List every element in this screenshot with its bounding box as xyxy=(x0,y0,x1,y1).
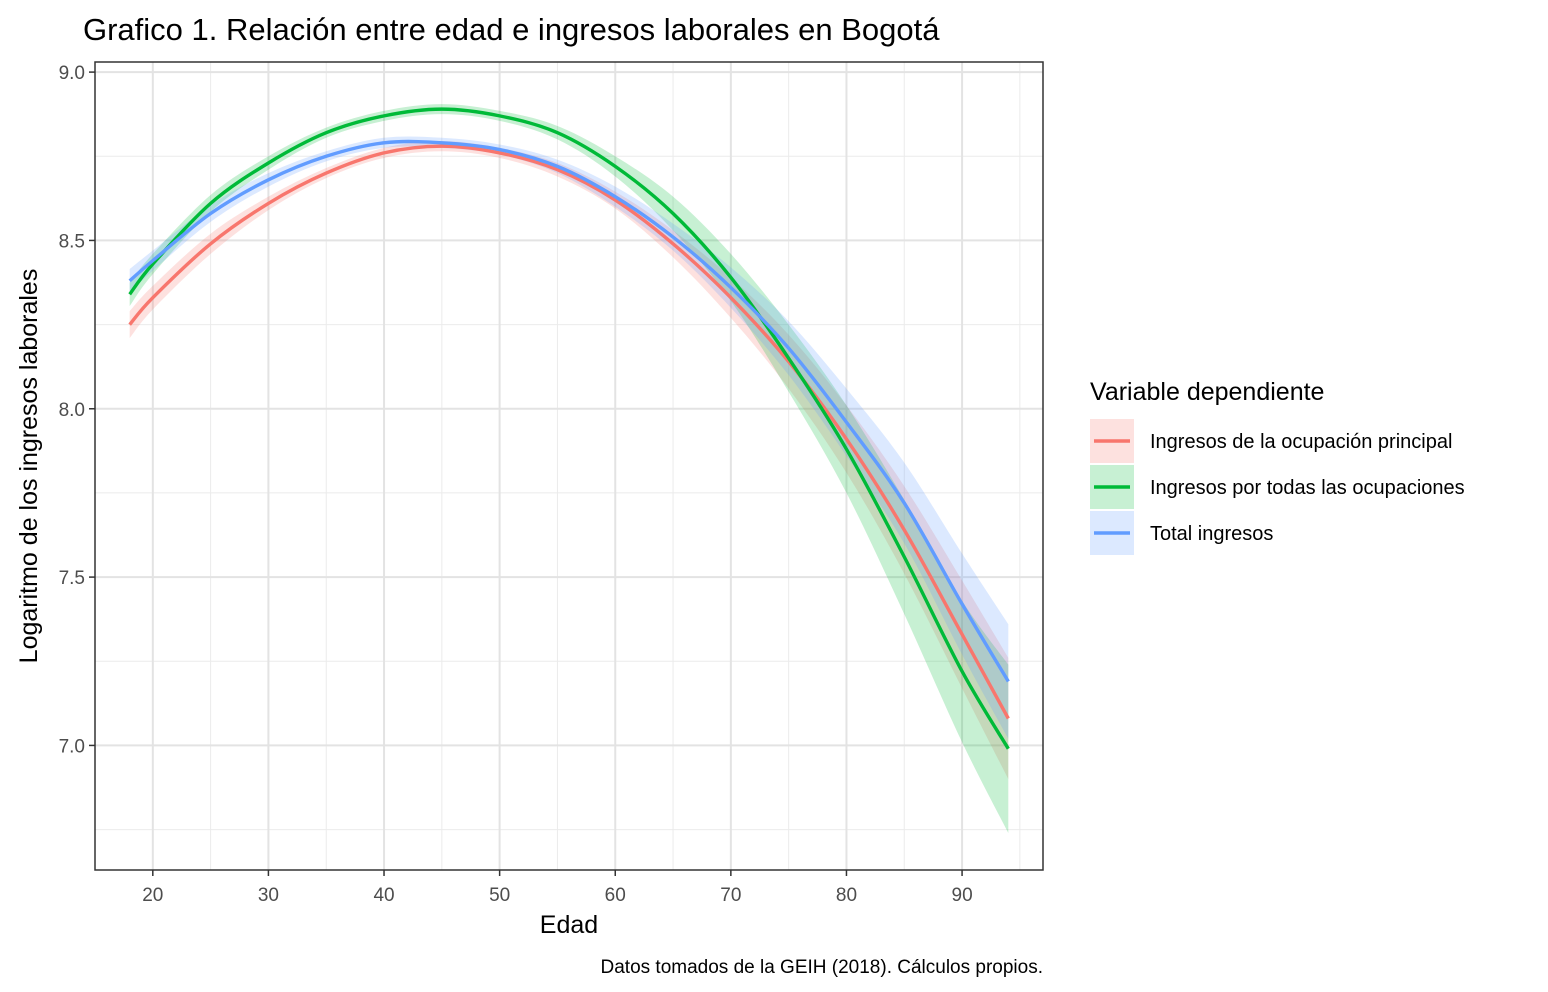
legend-title: Variable dependiente xyxy=(1090,378,1324,406)
x-axis-title: Edad xyxy=(540,911,598,939)
legend-label: Total ingresos xyxy=(1150,523,1273,545)
x-tick-label: 60 xyxy=(605,885,626,906)
plot-border xyxy=(94,61,1044,871)
x-tick-label: 90 xyxy=(952,885,973,906)
y-tick-label: 7.5 xyxy=(59,568,85,589)
chart-caption: Datos tomados de la GEIH (2018). Cálculo… xyxy=(601,957,1044,978)
plot-background xyxy=(95,62,1043,870)
y-tick-label: 8.0 xyxy=(59,400,85,421)
chart-title: Grafico 1. Relación entre edad e ingreso… xyxy=(83,12,940,47)
legend-item-ingresos-de-la-ocupacion-principal: Ingresos de la ocupación principal xyxy=(1090,419,1452,463)
series-line-total-ingresos xyxy=(128,139,1010,683)
legend-label: Ingresos por todas las ocupaciones xyxy=(1150,477,1465,499)
x-tick-label: 70 xyxy=(720,885,741,906)
x-tick-label: 20 xyxy=(142,885,163,906)
legend: Variable dependiente Ingresos de la ocup… xyxy=(1090,378,1465,555)
plot-panel xyxy=(94,61,1044,871)
x-tick-label: 50 xyxy=(489,885,510,906)
series-line-ingresos-por-todas-las-ocupaciones xyxy=(128,107,1010,750)
y-tick-label: 8.5 xyxy=(59,231,85,252)
y-tick-label: 7.0 xyxy=(59,736,85,757)
y-axis: 7.0 7.5 8.0 8.5 9.0 xyxy=(59,63,95,757)
x-axis: 20 30 40 50 60 70 80 90 xyxy=(142,870,973,906)
y-axis-title: Logaritmo de los ingresos laborales xyxy=(15,269,43,664)
legend-label: Ingresos de la ocupación principal xyxy=(1150,431,1452,453)
x-tick-label: 40 xyxy=(373,885,394,906)
series-line-ingresos-de-la-ocupacion-principal xyxy=(128,144,1010,720)
x-tick-label: 30 xyxy=(258,885,279,906)
series-lines xyxy=(128,107,1010,750)
x-tick-label: 80 xyxy=(836,885,857,906)
legend-item-total-ingresos: Total ingresos xyxy=(1090,511,1273,555)
y-tick-label: 9.0 xyxy=(59,63,85,84)
minor-gridlines xyxy=(95,62,1043,870)
legend-item-ingresos-por-todas-las-ocupaciones: Ingresos por todas las ocupaciones xyxy=(1090,465,1465,509)
